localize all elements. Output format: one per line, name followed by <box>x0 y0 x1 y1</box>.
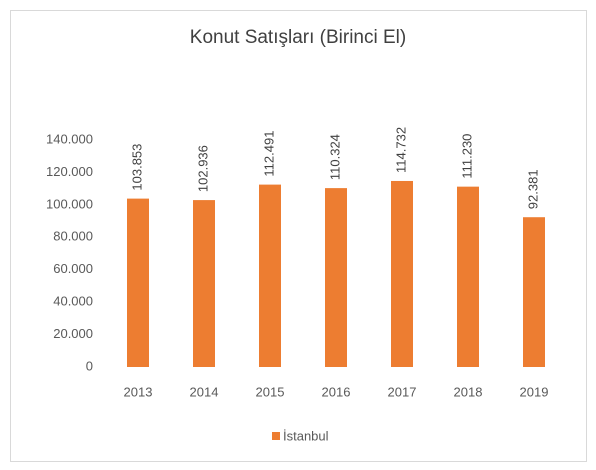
y-tick-label: 80.000 <box>53 229 93 244</box>
x-tick-label: 2014 <box>190 384 219 399</box>
bar <box>193 200 215 367</box>
data-label: 92.381 <box>525 169 540 209</box>
y-tick-label: 0 <box>86 358 93 373</box>
y-tick-label: 60.000 <box>53 261 93 276</box>
data-label: 110.324 <box>327 134 342 180</box>
y-tick-label: 100.000 <box>46 196 93 211</box>
data-label: 103.853 <box>129 144 144 191</box>
legend-swatch <box>272 432 280 440</box>
y-tick-label: 120.000 <box>46 164 93 179</box>
x-tick-label: 2016 <box>322 384 351 399</box>
chart-border <box>10 10 587 462</box>
y-tick-label: 140.000 <box>46 131 93 146</box>
bar <box>325 188 347 367</box>
bar <box>259 184 281 367</box>
data-label: 102.936 <box>195 145 210 192</box>
x-tick-label: 2015 <box>256 384 285 399</box>
x-tick-label: 2019 <box>520 384 549 399</box>
bar <box>457 186 479 367</box>
x-tick-label: 2013 <box>124 384 153 399</box>
bar <box>391 180 413 367</box>
chart-title: Konut Satışları (Birinci El) <box>190 27 406 48</box>
y-tick-label: 40.000 <box>53 294 93 309</box>
legend-label: İstanbul <box>283 428 329 443</box>
data-label: 111.230 <box>459 134 474 179</box>
data-label: 112.491 <box>261 131 276 177</box>
x-tick-label: 2018 <box>454 384 483 399</box>
x-tick-label: 2017 <box>388 384 417 399</box>
bar <box>127 198 149 367</box>
y-tick-label: 20.000 <box>53 326 93 341</box>
bar <box>523 217 545 367</box>
data-label: 114.732 <box>393 127 408 173</box>
